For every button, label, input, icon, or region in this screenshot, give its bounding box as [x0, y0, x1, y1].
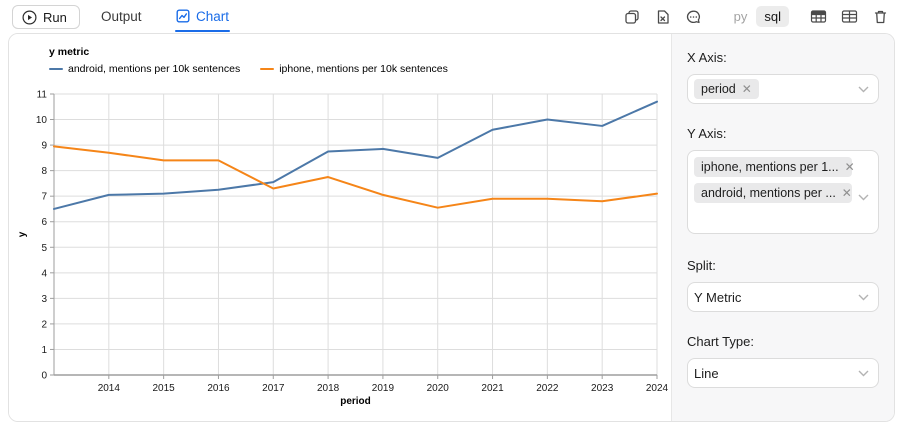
- table-view-icon[interactable]: [806, 5, 830, 29]
- legend-swatch: [49, 68, 63, 70]
- y-axis-select[interactable]: iphone, mentions per 1... ✕ android, men…: [687, 150, 879, 234]
- chart-type-label: Chart Type:: [687, 334, 754, 349]
- svg-text:9: 9: [41, 141, 47, 152]
- svg-text:y: y: [17, 231, 28, 237]
- svg-text:2024: 2024: [646, 383, 669, 394]
- legend-label: iphone, mentions per 10k sentences: [279, 63, 448, 75]
- sql-toggle[interactable]: sql: [756, 6, 789, 27]
- remove-chip-icon[interactable]: ✕: [841, 186, 852, 200]
- svg-text:2015: 2015: [153, 383, 176, 394]
- chevron-down-icon: [858, 288, 869, 306]
- chart-legend: y metric android, mentions per 10k sente…: [49, 46, 448, 75]
- legend-items: android, mentions per 10k sentences iphon…: [49, 63, 448, 75]
- grid-view-icon[interactable]: [837, 5, 861, 29]
- svg-text:10: 10: [36, 115, 48, 126]
- y-axis-chip-android: android, mentions per ... ✕: [694, 183, 852, 203]
- x-axis-select[interactable]: period ✕: [687, 74, 879, 104]
- active-tab-underline: [175, 30, 231, 32]
- legend-swatch: [260, 68, 275, 70]
- comment-icon[interactable]: [682, 5, 706, 29]
- svg-text:0: 0: [41, 371, 47, 382]
- x-axis-chip: period ✕: [694, 79, 759, 99]
- legend-label: android, mentions per 10k sentences: [68, 63, 241, 75]
- chart-pane: y metric android, mentions per 10k sente…: [9, 34, 673, 421]
- run-button[interactable]: Run: [12, 5, 80, 29]
- split-value: Y Metric: [694, 289, 742, 305]
- play-circle-icon: [22, 9, 37, 25]
- run-button-label: Run: [43, 9, 67, 25]
- svg-text:7: 7: [41, 192, 47, 203]
- x-axis-label: X Axis:: [687, 50, 727, 65]
- chart-cell-card: y metric android, mentions per 10k sente…: [8, 33, 895, 422]
- svg-text:8: 8: [41, 166, 47, 177]
- svg-text:1: 1: [41, 345, 47, 356]
- svg-text:2019: 2019: [372, 383, 395, 394]
- tab-output-label: Output: [101, 8, 142, 24]
- chart-type-select[interactable]: Line: [687, 358, 879, 388]
- cell-toolbar: Run Output Chart py sql: [0, 0, 903, 33]
- svg-text:2016: 2016: [207, 383, 230, 394]
- chart-tab-icon: [176, 9, 190, 23]
- svg-text:6: 6: [41, 217, 47, 228]
- svg-text:2014: 2014: [98, 383, 121, 394]
- line-chart[interactable]: 0 1 2 3 4 5 6 7 8 9 10 11 2014 2015 2016 2017 2018 2019 20…: [9, 89, 673, 419]
- toolbar-right-icons: py sql: [620, 0, 892, 33]
- python-toggle[interactable]: py: [733, 9, 748, 24]
- language-toggle: py sql: [727, 6, 789, 27]
- export-file-icon[interactable]: [651, 5, 675, 29]
- y-axis-chip-iphone: iphone, mentions per 1... ✕: [694, 157, 855, 177]
- svg-text:2021: 2021: [481, 383, 504, 394]
- svg-text:period: period: [340, 396, 371, 407]
- svg-text:2023: 2023: [591, 383, 614, 394]
- legend-item: iphone, mentions per 10k sentences: [260, 63, 448, 75]
- duplicate-icon[interactable]: [620, 5, 644, 29]
- chart-type-value: Line: [694, 365, 719, 381]
- tab-output[interactable]: Output: [101, 0, 142, 32]
- svg-text:5: 5: [41, 243, 47, 254]
- split-label: Split:: [687, 258, 716, 273]
- svg-text:2017: 2017: [262, 383, 285, 394]
- legend-title: y metric: [49, 46, 90, 58]
- delete-icon[interactable]: [868, 5, 892, 29]
- y-axis-label: Y Axis:: [687, 126, 727, 141]
- svg-text:4: 4: [41, 268, 47, 279]
- remove-chip-icon[interactable]: ✕: [844, 160, 855, 174]
- legend-item: android, mentions per 10k sentences: [49, 63, 240, 75]
- remove-chip-icon[interactable]: ✕: [741, 82, 752, 96]
- tab-chart-label: Chart: [196, 8, 230, 24]
- svg-text:2020: 2020: [427, 383, 450, 394]
- svg-text:11: 11: [37, 90, 48, 101]
- chevron-down-icon: [858, 188, 869, 206]
- chevron-down-icon: [858, 80, 869, 98]
- tab-chart[interactable]: Chart: [175, 0, 231, 32]
- chart-config-panel: X Axis: period ✕ Y Axis: iphone, mention…: [671, 34, 894, 421]
- svg-text:2: 2: [41, 319, 47, 330]
- svg-text:2018: 2018: [317, 383, 340, 394]
- chevron-down-icon: [858, 364, 869, 382]
- split-select[interactable]: Y Metric: [687, 282, 879, 312]
- svg-text:2022: 2022: [536, 383, 559, 394]
- svg-text:3: 3: [41, 294, 47, 305]
